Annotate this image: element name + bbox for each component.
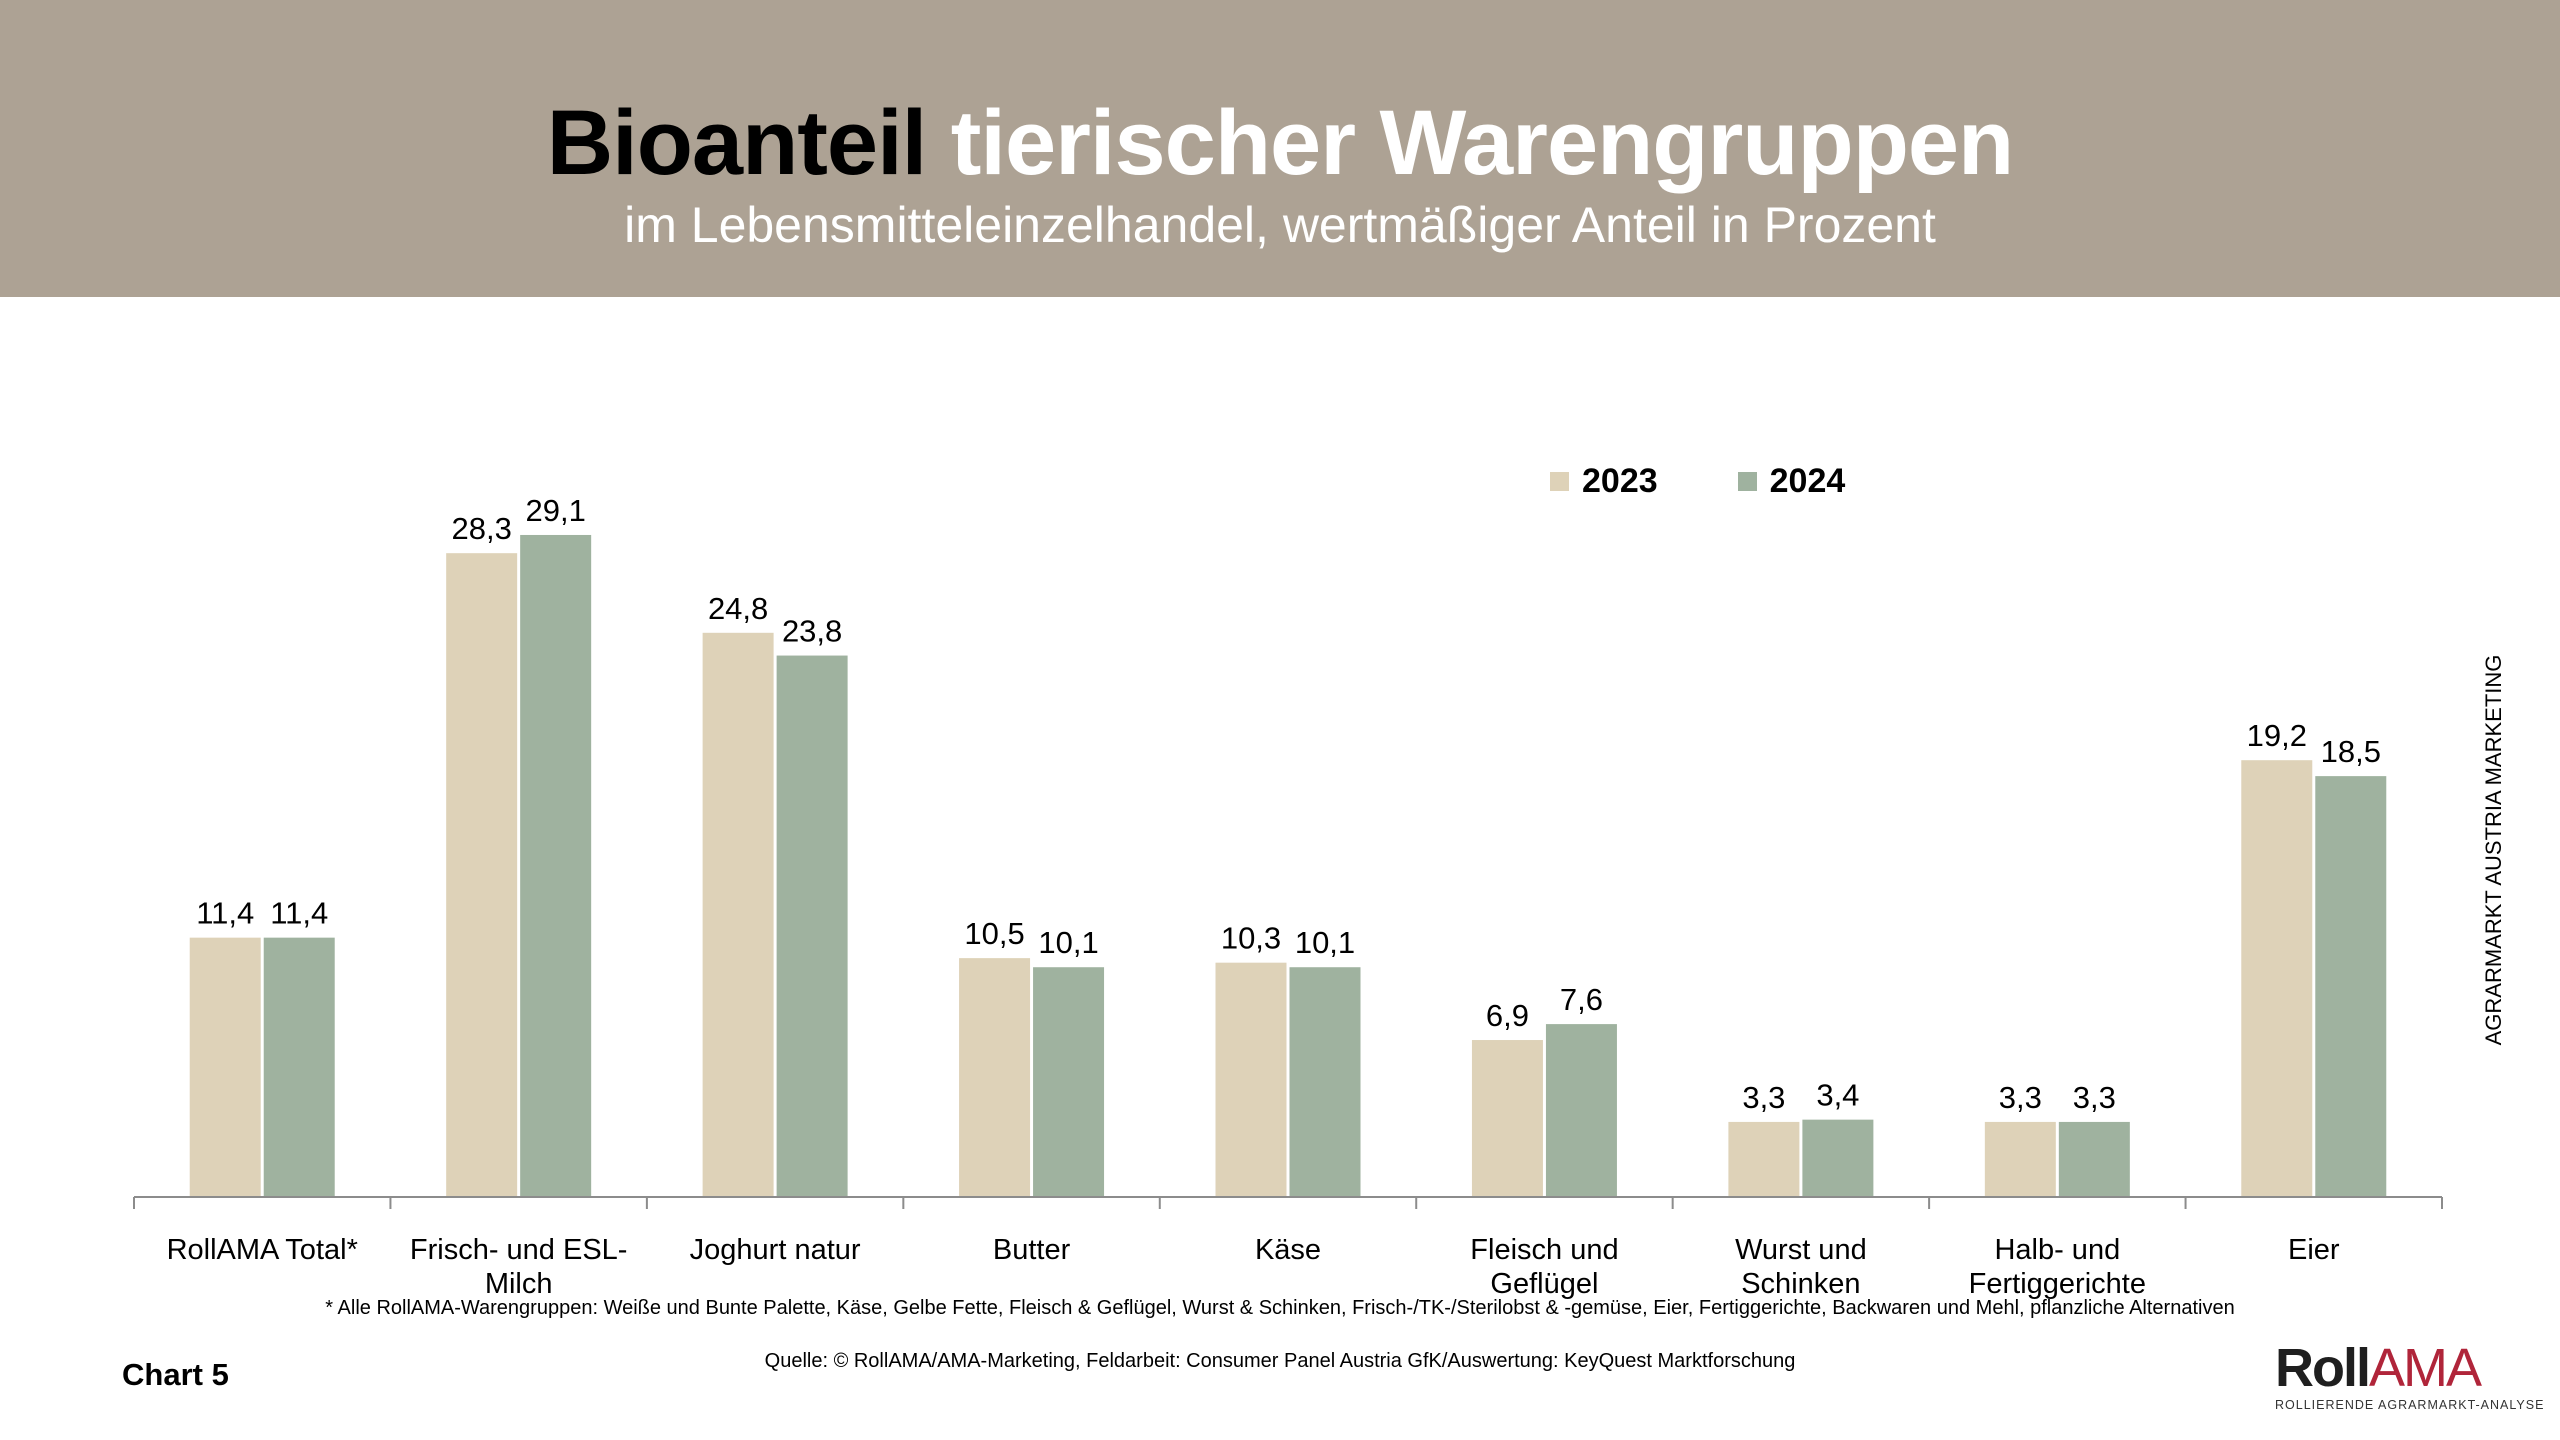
category-label-6: Schinken — [1741, 1268, 1860, 1300]
category-label-3: Butter — [993, 1234, 1071, 1266]
category-label-1: Milch — [485, 1268, 553, 1300]
data-label-2023-8: 19,2 — [2247, 718, 2307, 753]
bar-2024-0 — [263, 937, 335, 1197]
category-label-5: Fleisch und — [1470, 1234, 1618, 1266]
data-label-2023-5: 6,9 — [1486, 998, 1529, 1033]
data-label-2023-2: 24,8 — [708, 591, 768, 626]
legend-label-2024: 2024 — [1769, 462, 1846, 500]
footnote: * Alle RollAMA-Warengruppen: Weiße und B… — [325, 1297, 2235, 1319]
bar-2024-8 — [2315, 776, 2387, 1197]
title-light-part: tierischer Warengruppen — [950, 92, 2014, 194]
data-label-2024-0: 11,4 — [270, 896, 328, 931]
category-label-2: Joghurt natur — [690, 1234, 861, 1266]
chart-title: Bioanteil tierischer Warengruppen — [0, 88, 2560, 198]
category-label-6: Wurst und — [1735, 1234, 1867, 1266]
data-label-2023-1: 28,3 — [451, 511, 511, 546]
bar-2023-7 — [1984, 1121, 2056, 1197]
legend-item-2024: 2024 — [1737, 462, 1846, 501]
legend-swatch-2024 — [1737, 472, 1757, 491]
title-dark-part: Bioanteil — [546, 92, 927, 194]
bar-2023-6 — [1728, 1121, 1800, 1197]
data-label-2024-8: 18,5 — [2321, 734, 2381, 769]
bar-2024-2 — [776, 655, 848, 1197]
legend: 2023 2024 — [1550, 462, 1925, 501]
legend-item-2023: 2023 — [1550, 462, 1658, 501]
category-label-7: Halb- und — [1994, 1234, 2120, 1266]
bar-2023-2 — [702, 632, 774, 1197]
bar-2023-3 — [959, 958, 1031, 1197]
side-label: AGRARMARKT AUSTRIA MARKETING — [2481, 654, 2506, 1046]
bar-2024-1 — [520, 534, 592, 1197]
logo-tagline: ROLLIERENDE AGRARMARKT-ANALYSE — [2275, 1398, 2545, 1412]
data-label-2024-4: 10,1 — [1295, 925, 1355, 960]
source-note: Quelle: © RollAMA/AMA-Marketing, Feldarb… — [764, 1350, 1796, 1372]
bar-2024-3 — [1033, 967, 1105, 1197]
logo-ama: AMA — [2369, 1338, 2482, 1398]
category-label-0: RollAMA Total* — [167, 1234, 358, 1266]
data-label-2023-0: 11,4 — [196, 896, 254, 931]
data-label-2023-3: 10,5 — [964, 916, 1024, 951]
bar-2023-4 — [1215, 962, 1287, 1197]
data-label-2024-6: 3,4 — [1816, 1078, 1859, 1113]
data-label-2024-1: 29,1 — [525, 493, 585, 528]
logo-roll: Roll — [2275, 1338, 2371, 1398]
bar-2023-1 — [446, 553, 518, 1197]
data-label-2024-5: 7,6 — [1560, 982, 1603, 1017]
data-label-2024-7: 3,3 — [2073, 1080, 2116, 1115]
data-label-2023-6: 3,3 — [1742, 1080, 1785, 1115]
chart-number: Chart 5 — [122, 1357, 229, 1392]
legend-swatch-2023 — [1550, 472, 1569, 491]
logo-wordmark: RollAMA — [2275, 1340, 2525, 1396]
bar-2024-4 — [1289, 967, 1361, 1197]
bar-2023-5 — [1471, 1040, 1543, 1197]
category-label-7: Fertiggerichte — [1969, 1268, 2146, 1300]
category-label-1: Frisch- und ESL- — [410, 1234, 628, 1266]
category-label-8: Eier — [2288, 1234, 2340, 1266]
category-label-4: Käse — [1255, 1234, 1321, 1266]
rollama-logo: RollAMA ROLLIERENDE AGRARMARKT-ANALYSE — [2275, 1340, 2545, 1412]
data-label-2024-3: 10,1 — [1038, 925, 1098, 960]
header-banner — [0, 0, 2560, 297]
bar-2023-8 — [2241, 760, 2313, 1197]
bar-2024-7 — [2058, 1121, 2130, 1197]
legend-label-2023: 2023 — [1582, 462, 1658, 500]
bar-2023-0 — [189, 937, 261, 1197]
data-label-2023-4: 10,3 — [1221, 921, 1281, 956]
category-label-5: Geflügel — [1490, 1268, 1598, 1300]
data-label-2024-2: 23,8 — [782, 614, 842, 649]
bar-2024-5 — [1545, 1024, 1617, 1197]
chart-subtitle: im Lebensmitteleinzelhandel, wertmäßiger… — [624, 197, 1936, 253]
data-label-2023-7: 3,3 — [1999, 1080, 2042, 1115]
bar-2024-6 — [1802, 1119, 1874, 1197]
